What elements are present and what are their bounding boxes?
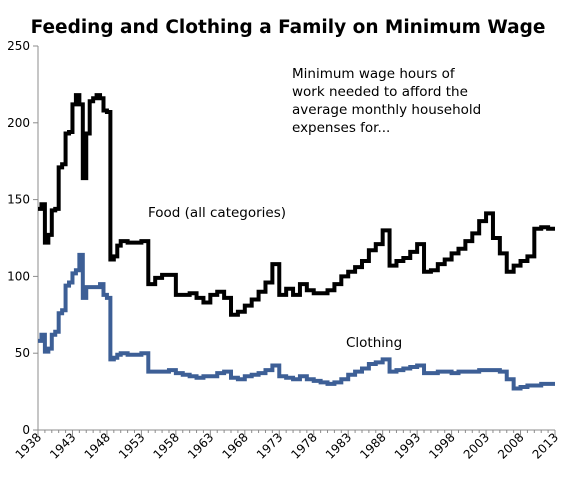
x-tick-label: 2013 (530, 430, 561, 461)
x-tick-label: 1978 (288, 430, 319, 461)
x-tick-label: 1983 (323, 430, 354, 461)
y-tick-label: 150 (7, 193, 30, 207)
y-ticks: 0 50 100 150 200 250 (7, 39, 38, 437)
annotation-line-1: Minimum wage hours of (292, 66, 456, 82)
x-tick-label: 1998 (426, 430, 457, 461)
y-tick-label: 50 (15, 346, 30, 360)
annotation-line-2: work needed to afford the (292, 84, 468, 100)
x-tick-label: 1993 (392, 430, 423, 461)
x-tick-label: 1953 (116, 430, 147, 461)
y-tick-label: 100 (7, 269, 30, 283)
x-ticks: 1938 1943 1948 1953 1958 1963 1968 1973 1978 1983… (13, 430, 561, 462)
x-tick-label: 1943 (47, 430, 78, 461)
food-series-label: Food (all categories) (148, 205, 286, 221)
x-tick-label: 1973 (254, 430, 285, 461)
x-tick-label: 1938 (13, 430, 44, 461)
x-tick-label: 1948 (82, 430, 113, 461)
x-tick-label: 1968 (219, 430, 250, 461)
clothing-series-line (38, 252, 555, 391)
clothing-series-label: Clothing (346, 335, 402, 351)
food-series-line (38, 93, 555, 317)
x-tick-label: 2003 (461, 430, 492, 461)
x-tick-label: 1988 (357, 430, 388, 461)
y-tick-label: 250 (7, 39, 30, 53)
axes (37, 46, 555, 431)
x-tick-label: 1963 (185, 430, 216, 461)
x-tick-label: 1958 (150, 430, 181, 461)
chart-title: Feeding and Clothing a Family on Minimum… (31, 17, 546, 38)
y-tick-label: 200 (7, 116, 30, 130)
y-tick-label: 0 (22, 423, 30, 437)
annotation-line-4: expenses for... (292, 120, 390, 136)
annotation: Minimum wage hours of work needed to aff… (292, 66, 481, 136)
annotation-line-3: average monthly household (292, 102, 481, 118)
x-tick-label: 2008 (495, 430, 526, 461)
